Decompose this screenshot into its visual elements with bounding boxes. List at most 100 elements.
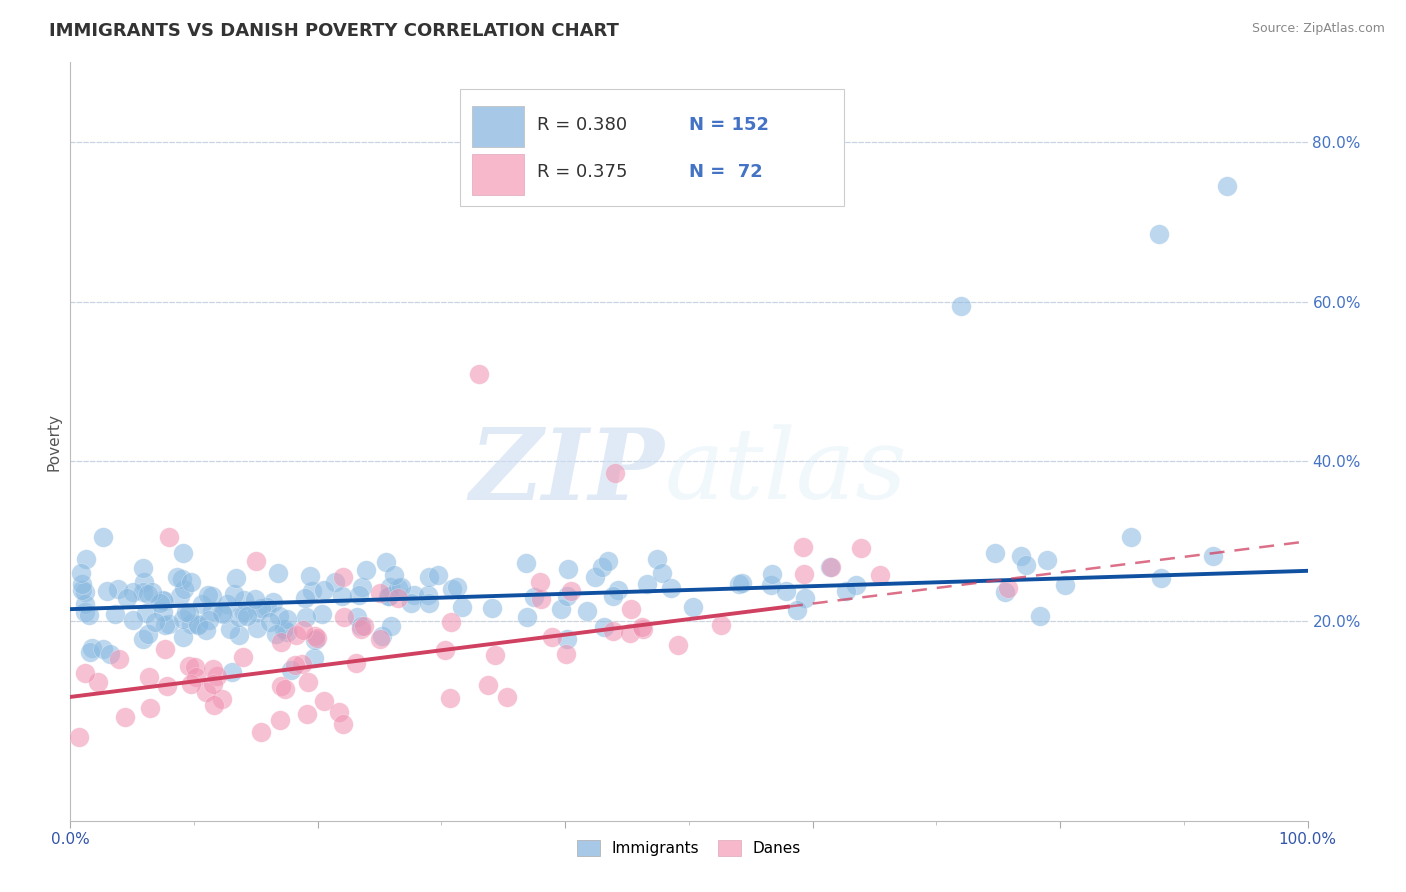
Point: [153, 641, 176, 656]
Point: [997, 581, 1019, 595]
Point: [387, 581, 409, 595]
Point: [793, 566, 815, 581]
Point: [143, 615, 166, 629]
Point: [354, 563, 377, 577]
Point: [180, 677, 202, 691]
Point: [141, 585, 163, 599]
Point: [136, 627, 159, 641]
Point: [169, 589, 191, 603]
Point: [190, 598, 212, 612]
Point: [176, 606, 198, 620]
Point: [104, 607, 127, 621]
Point: [869, 567, 891, 582]
Point: [276, 624, 298, 639]
Point: [775, 584, 797, 599]
Point: [131, 632, 153, 646]
Point: [197, 588, 219, 602]
Point: [1010, 549, 1032, 563]
Point: [591, 560, 613, 574]
Point: [481, 601, 503, 615]
Point: [273, 682, 295, 697]
Point: [270, 679, 292, 693]
Text: N =  72: N = 72: [689, 163, 762, 181]
Point: [172, 546, 194, 560]
Point: [344, 656, 367, 670]
Point: [79, 645, 101, 659]
Point: [792, 540, 814, 554]
Point: [70, 577, 93, 591]
Point: [91, 641, 114, 656]
Point: [368, 632, 391, 646]
Point: [291, 623, 314, 637]
Point: [246, 605, 269, 619]
Point: [550, 601, 572, 615]
Point: [132, 561, 155, 575]
Point: [389, 580, 412, 594]
Point: [156, 679, 179, 693]
Point: [153, 594, 176, 608]
Point: [350, 581, 373, 595]
Point: [602, 589, 624, 603]
Point: [172, 630, 194, 644]
Point: [304, 629, 326, 643]
Point: [668, 638, 690, 652]
Point: [602, 624, 624, 638]
Point: [202, 698, 225, 712]
Point: [91, 530, 114, 544]
Point: [187, 618, 209, 632]
Point: [121, 613, 143, 627]
Point: [157, 530, 180, 544]
Point: [1053, 577, 1076, 591]
Point: [233, 605, 256, 619]
Point: [332, 590, 354, 604]
Point: [200, 603, 222, 617]
Point: [269, 609, 291, 624]
Point: [157, 616, 180, 631]
Point: [135, 606, 157, 620]
Point: [516, 610, 538, 624]
Point: [312, 694, 335, 708]
Point: [187, 617, 209, 632]
Text: ZIP: ZIP: [470, 424, 664, 520]
Point: [250, 725, 273, 739]
Point: [433, 643, 456, 657]
Point: [325, 574, 347, 589]
Point: [596, 554, 619, 568]
Point: [450, 600, 472, 615]
Point: [262, 595, 284, 609]
Point: [399, 596, 422, 610]
Point: [302, 650, 325, 665]
Point: [630, 620, 652, 634]
Point: [215, 597, 238, 611]
Point: [619, 626, 641, 640]
Point: [233, 593, 256, 607]
Point: [70, 566, 93, 580]
Point: [786, 603, 808, 617]
Point: [153, 617, 176, 632]
Point: [295, 706, 318, 721]
Point: [575, 604, 598, 618]
Point: [177, 607, 200, 621]
Point: [152, 605, 174, 619]
Point: [1202, 549, 1225, 563]
Point: [149, 596, 172, 610]
Point: [541, 630, 564, 644]
Point: [311, 607, 333, 621]
Point: [530, 592, 553, 607]
Point: [332, 717, 354, 731]
Point: [299, 569, 322, 583]
Point: [273, 623, 295, 637]
Point: [404, 588, 426, 602]
Point: [353, 619, 375, 633]
Point: [1014, 558, 1036, 572]
Text: IMMIGRANTS VS DANISH POVERTY CORRELATION CHART: IMMIGRANTS VS DANISH POVERTY CORRELATION…: [49, 22, 619, 40]
Point: [152, 592, 174, 607]
Point: [382, 567, 405, 582]
Point: [845, 578, 868, 592]
FancyBboxPatch shape: [460, 89, 844, 207]
Point: [1147, 227, 1170, 241]
Point: [645, 552, 668, 566]
Point: [557, 562, 579, 576]
Point: [291, 657, 314, 671]
Point: [682, 599, 704, 614]
